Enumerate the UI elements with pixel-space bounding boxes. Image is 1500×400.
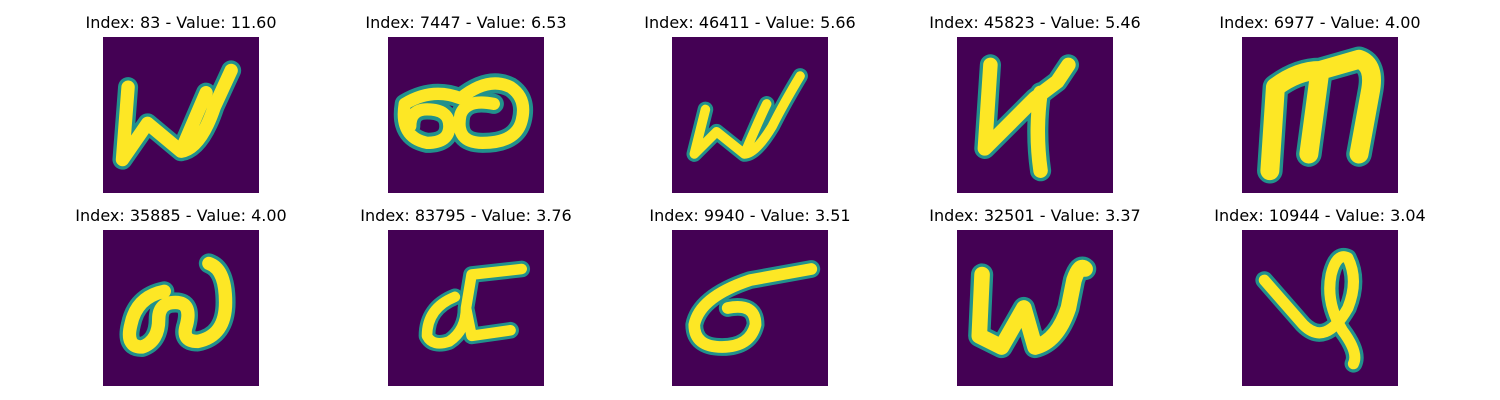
glyph-image <box>103 230 259 386</box>
panel-10: Index: 10944 - Value: 3.04 <box>1170 193 1470 393</box>
glyph-image <box>957 230 1113 386</box>
panel-title: Index: 7447 - Value: 6.53 <box>365 13 567 32</box>
panel-title: Index: 83795 - Value: 3.76 <box>360 206 572 225</box>
glyph-image <box>1242 37 1398 193</box>
panel-title: Index: 46411 - Value: 5.66 <box>644 13 856 32</box>
panel-7: Index: 83795 - Value: 3.76 <box>316 193 616 393</box>
glyph-image <box>1242 230 1398 386</box>
panel-9: Index: 32501 - Value: 3.37 <box>885 193 1185 393</box>
panel-5: Index: 6977 - Value: 4.00 <box>1170 0 1470 200</box>
glyph-image <box>388 230 544 386</box>
panel-1: Index: 83 - Value: 11.60 <box>31 0 331 200</box>
panel-title: Index: 32501 - Value: 3.37 <box>929 206 1141 225</box>
panel-6: Index: 35885 - Value: 4.00 <box>31 193 331 393</box>
glyph-image <box>672 230 828 386</box>
panel-title: Index: 6977 - Value: 4.00 <box>1219 13 1421 32</box>
panel-title: Index: 9940 - Value: 3.51 <box>649 206 851 225</box>
panel-2: Index: 7447 - Value: 6.53 <box>316 0 616 200</box>
panel-title: Index: 35885 - Value: 4.00 <box>75 206 287 225</box>
panel-8: Index: 9940 - Value: 3.51 <box>600 193 900 393</box>
panel-title: Index: 45823 - Value: 5.46 <box>929 13 1141 32</box>
panel-3: Index: 46411 - Value: 5.66 <box>600 0 900 200</box>
glyph-image <box>672 37 828 193</box>
glyph-image <box>957 37 1113 193</box>
panel-title: Index: 83 - Value: 11.60 <box>85 13 277 32</box>
panel-4: Index: 45823 - Value: 5.46 <box>885 0 1185 200</box>
glyph-image <box>103 37 259 193</box>
panel-title: Index: 10944 - Value: 3.04 <box>1214 206 1426 225</box>
glyph-image <box>388 37 544 193</box>
